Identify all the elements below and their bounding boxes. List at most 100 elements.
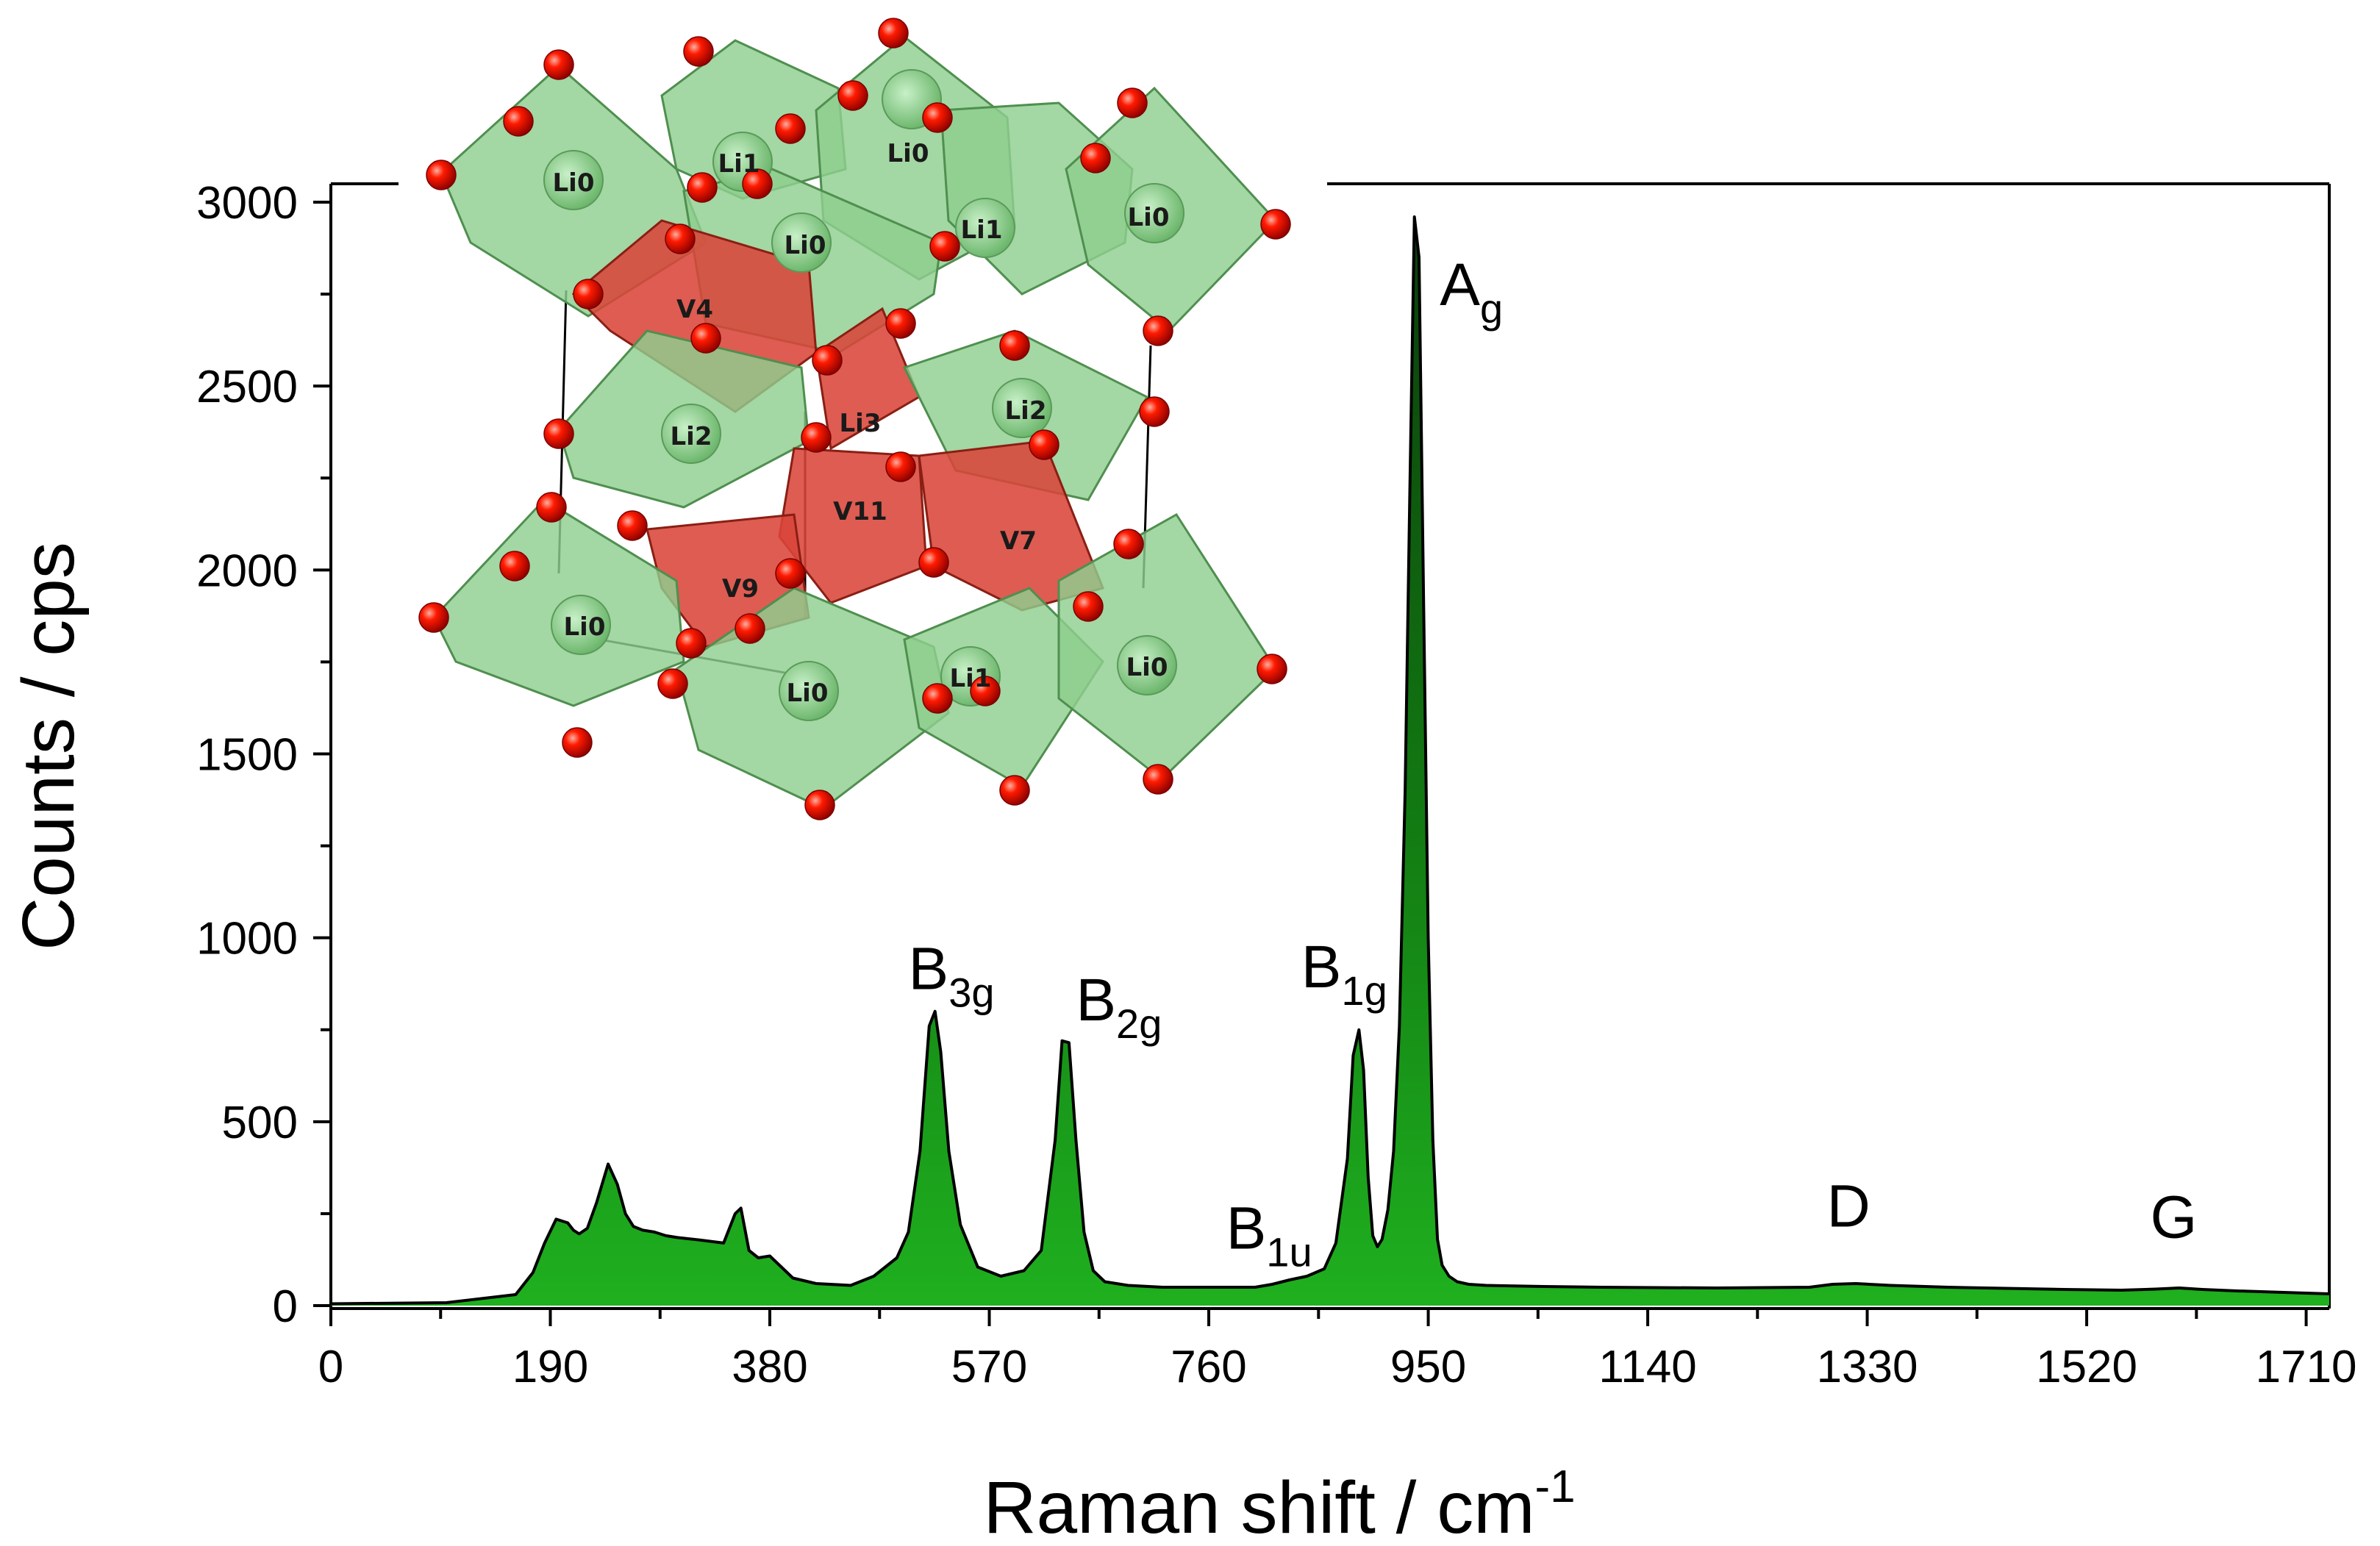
atom-label: V11 (833, 497, 887, 526)
oxygen-atom (804, 790, 835, 820)
atom-label: Li0 (1128, 203, 1170, 232)
oxygen-atom (922, 683, 953, 714)
x-axis-title-superscript: -1 (1535, 1461, 1576, 1512)
oxygen-atom (1257, 654, 1287, 684)
oxygen-atom (1139, 396, 1170, 427)
oxygen-atom (812, 345, 843, 376)
oxygen-atom (690, 323, 721, 354)
atom-label: Li3 (840, 409, 882, 438)
oxygen-atom (970, 676, 1001, 706)
oxygen-atom (1117, 87, 1148, 118)
peak-annotations: Ag B3g B2g B1g B1u D G (909, 251, 2198, 1275)
lithium-atom (771, 212, 832, 273)
x-tick-label: 1710 (2256, 1342, 2357, 1392)
y-tick-label: 2000 (196, 545, 298, 596)
lithium-atom (1124, 183, 1184, 243)
oxygen-atom (665, 223, 696, 254)
oxygen-atom (775, 558, 806, 589)
oxygen-atom (499, 551, 530, 581)
lithium-atom (955, 198, 1015, 258)
x-tick-label: 0 (318, 1342, 343, 1392)
atom-label: V7 (1000, 526, 1037, 556)
atom-label: Li0 (887, 139, 929, 168)
oxygen-atom (1073, 591, 1104, 622)
peak-label: D (1827, 1173, 1870, 1239)
oxygen-atom (1143, 315, 1173, 346)
oxygen-atom (775, 113, 806, 144)
oxygen-atom (735, 613, 765, 644)
oxygen-atom (929, 231, 960, 262)
atom-label: Li0 (1126, 653, 1168, 682)
atom-labels: Li0 Li1 Li0 Li0 Li1 Li0 V4 Li2 Li3 Li2 V11 V7 V9 Li0 L… (553, 139, 1170, 708)
oxygen-atom (562, 727, 593, 758)
plot-area (330, 215, 2330, 1306)
y-tick-label: 500 (222, 1098, 298, 1148)
lithium-atom (1117, 635, 1177, 695)
oxygen-atom (418, 602, 449, 633)
oxygen-atom (742, 168, 773, 199)
oxygen-atom (878, 18, 909, 49)
peak-label: B1u (1226, 1195, 1312, 1275)
y-tick-label: 0 (273, 1281, 298, 1332)
oxygen-atom (1260, 209, 1291, 240)
oxygen-atom (885, 308, 916, 339)
peak-label: G (2150, 1184, 2197, 1250)
atom-label: V9 (722, 574, 759, 604)
oxygen-atom (543, 49, 574, 80)
li-octahedron (903, 587, 1104, 789)
atom-label: Li0 (787, 679, 829, 708)
lithium-atom (779, 661, 839, 721)
peak-label: B3g (909, 936, 995, 1016)
x-tick-label: 190 (512, 1342, 588, 1392)
x-tick-label: 950 (1390, 1342, 1466, 1392)
oxygen-atom (918, 547, 949, 578)
x-tick-label: 1520 (2036, 1342, 2137, 1392)
x-axis-title: Raman shift / cm-1 (983, 1461, 1575, 1546)
x-tick-label: 1330 (1817, 1342, 1918, 1392)
crystal-structure-inset: Li0 Li1 Li0 Li0 Li1 Li0 V4 Li2 Li3 Li2 V11 V7 V9 Li0 L… (418, 18, 1291, 820)
oxygen-atom (1029, 429, 1059, 460)
oxygen-atom (676, 628, 707, 659)
y-tick-label: 1500 (196, 730, 298, 781)
oxygen-atom (543, 418, 574, 449)
oxygen-atom (1113, 529, 1144, 559)
peak-label: B2g (1076, 967, 1162, 1047)
lithium-atom (661, 404, 721, 464)
y-tick-label: 1000 (196, 914, 298, 965)
lithium-atom (992, 378, 1052, 438)
x-axis-title-text: Raman shift / cm (983, 1467, 1534, 1546)
oxygen-atom (503, 106, 534, 137)
oxygen-atom (687, 172, 718, 203)
oxygen-atom (657, 668, 688, 699)
y-tick-label: 2500 (196, 362, 298, 412)
x-axis: 0 190 380 570 760 950 1140 1330 1520 1710 (318, 1309, 2357, 1392)
lithium-atom (551, 595, 611, 655)
atom-label: Li0 (553, 168, 595, 198)
atom-label: Li2 (671, 422, 712, 451)
oxygen-atom (837, 80, 868, 111)
x-tick-label: 570 (951, 1342, 1027, 1392)
atom-label: Li0 (564, 612, 606, 642)
oxygen-atom (801, 422, 832, 453)
y-axis-title: Counts / cps (7, 542, 90, 951)
oxygen-atom (573, 279, 604, 309)
oxygen-atom (999, 775, 1030, 806)
atom-label: Li0 (785, 231, 826, 260)
oxygen-atom (536, 492, 567, 523)
x-tick-label: 380 (732, 1342, 807, 1392)
peak-label: B1g (1301, 934, 1387, 1014)
peak-label: Ag (1440, 251, 1503, 332)
atoms (418, 18, 1291, 820)
y-tick-label: 3000 (196, 178, 298, 229)
lithium-atom (543, 150, 604, 210)
atom-label: Li2 (1005, 396, 1047, 426)
oxygen-atom (885, 451, 916, 482)
oxygen-atom (617, 510, 648, 541)
spectrum-line-0 (330, 215, 2330, 1306)
oxygen-atom (683, 36, 714, 67)
atom-label: Li1 (961, 215, 1003, 245)
oxygen-atom (922, 102, 953, 133)
oxygen-atom (1143, 764, 1173, 795)
atom-label: Li1 (718, 149, 760, 179)
